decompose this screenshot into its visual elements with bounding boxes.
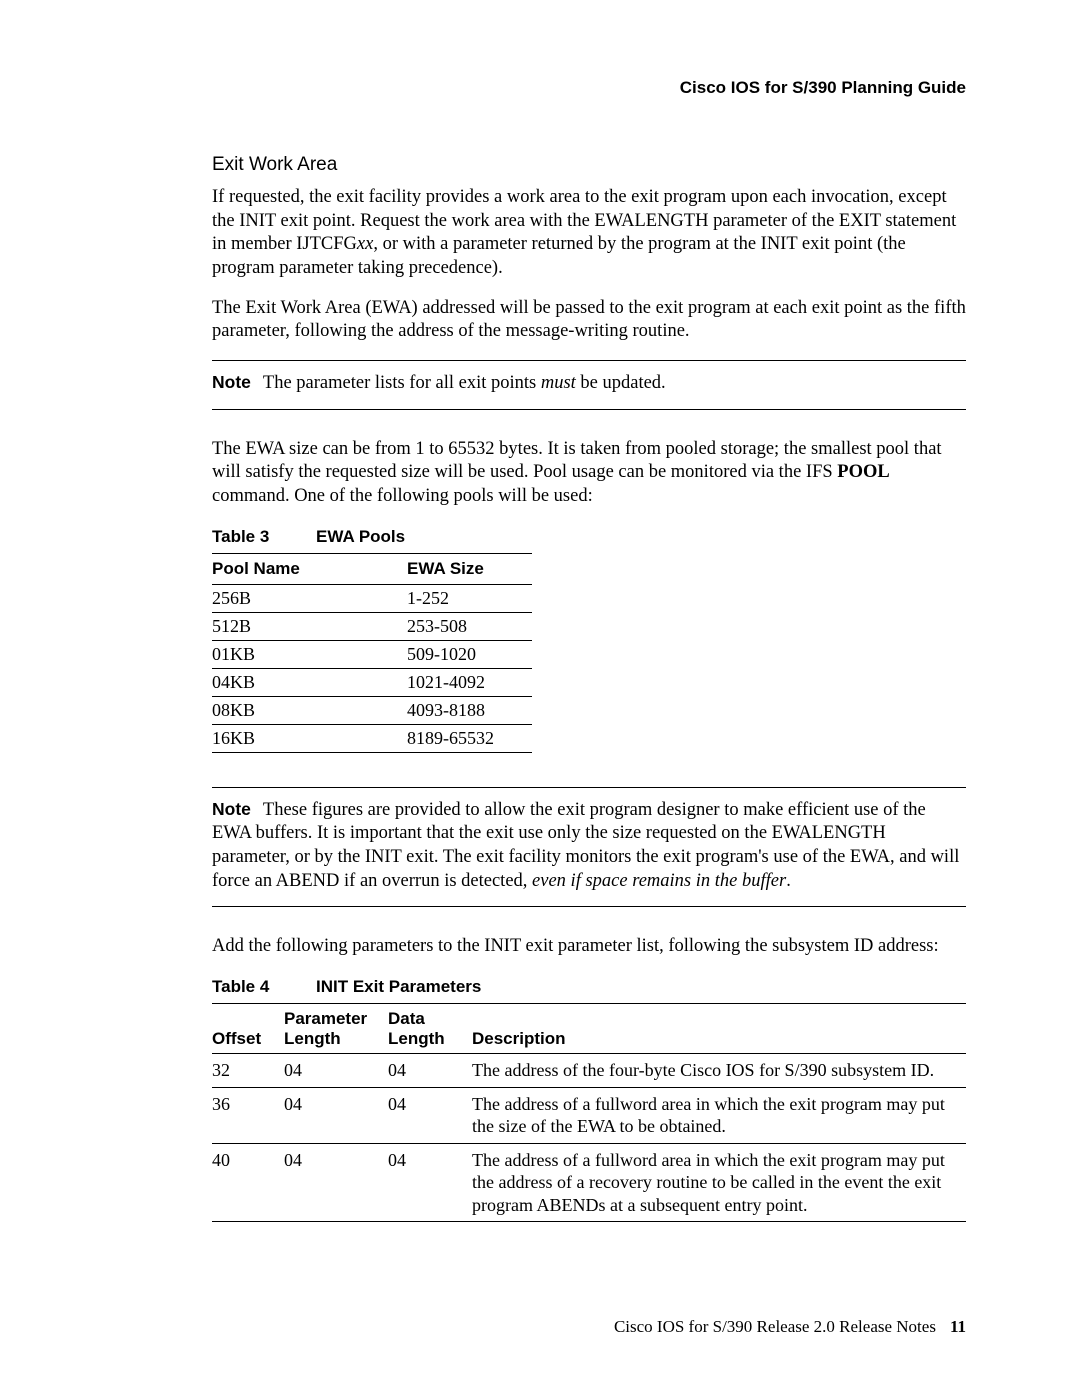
- page-footer: Cisco IOS for S/390 Release 2.0 Release …: [614, 1317, 966, 1337]
- table-row: 01KB509-1020: [212, 640, 532, 668]
- note-block-2: NoteThese figures are provided to allow …: [212, 787, 966, 908]
- cell: The address of a fullword area in which …: [472, 1143, 966, 1222]
- table-row: 04KB1021-4092: [212, 668, 532, 696]
- table-row: 40 04 04 The address of a fullword area …: [212, 1143, 966, 1222]
- cell: 04: [388, 1087, 472, 1143]
- text-run: Length: [388, 1029, 445, 1048]
- text-run: Data: [388, 1009, 425, 1028]
- cell: 08KB: [212, 696, 407, 724]
- col-header: DataLength: [388, 1004, 472, 1054]
- cell: 04: [284, 1054, 388, 1088]
- cell: 01KB: [212, 640, 407, 668]
- col-header: Offset: [212, 1004, 284, 1054]
- page-number: 11: [950, 1317, 966, 1336]
- text-italic: must: [541, 373, 576, 393]
- paragraph-3: The EWA size can be from 1 to 65532 byte…: [212, 438, 966, 509]
- cell: 8189-65532: [407, 724, 532, 752]
- text-run: command. One of the following pools will…: [212, 486, 593, 506]
- text-run: The parameter lists for all exit points: [263, 373, 541, 393]
- cell: 253-508: [407, 612, 532, 640]
- table-row: 256B1-252: [212, 584, 532, 612]
- table-row: 08KB4093-8188: [212, 696, 532, 724]
- cell: 36: [212, 1087, 284, 1143]
- cell: The address of the four-byte Cisco IOS f…: [472, 1054, 966, 1088]
- text-run: be updated.: [576, 373, 666, 393]
- cell: 04: [388, 1054, 472, 1088]
- table-row: 36 04 04 The address of a fullword area …: [212, 1087, 966, 1143]
- init-exit-params-table: Offset ParameterLength DataLength Descri…: [212, 1003, 966, 1222]
- text-bold: POOL: [837, 462, 889, 482]
- cell: 16KB: [212, 724, 407, 752]
- cell: 40: [212, 1143, 284, 1222]
- text-run: .: [786, 871, 791, 891]
- table-row: 512B253-508: [212, 612, 532, 640]
- table-header-row: Offset ParameterLength DataLength Descri…: [212, 1004, 966, 1054]
- note-block-1: Note The parameter lists for all exit poi…: [212, 360, 966, 410]
- paragraph-4: Add the following parameters to the INIT…: [212, 935, 966, 959]
- document-page: Cisco IOS for S/390 Planning Guide Exit …: [0, 0, 1080, 1397]
- table4-caption: Table 4INIT Exit Parameters: [212, 977, 966, 997]
- cell: 1021-4092: [407, 668, 532, 696]
- ewa-pools-table: Pool Name EWA Size 256B1-252 512B253-508…: [212, 553, 532, 753]
- section-heading: Exit Work Area: [212, 154, 966, 176]
- text-italic: xx: [357, 234, 373, 254]
- text-run: The EWA size can be from 1 to 65532 byte…: [212, 439, 942, 483]
- cell: 04: [284, 1143, 388, 1222]
- paragraph-2: The Exit Work Area (EWA) addressed will …: [212, 297, 966, 344]
- col-header: EWA Size: [407, 553, 532, 584]
- col-header: Pool Name: [212, 553, 407, 584]
- text-run: Length: [284, 1029, 341, 1048]
- footer-text: Cisco IOS for S/390 Release 2.0 Release …: [614, 1317, 936, 1336]
- cell: 1-252: [407, 584, 532, 612]
- table3-caption: Table 3EWA Pools: [212, 527, 966, 547]
- cell: 512B: [212, 612, 407, 640]
- table-title: INIT Exit Parameters: [316, 977, 481, 996]
- note-label: Note: [212, 372, 251, 392]
- cell: 4093-8188: [407, 696, 532, 724]
- cell: The address of a fullword area in which …: [472, 1087, 966, 1143]
- cell: 04: [284, 1087, 388, 1143]
- table-number: Table 3: [212, 527, 316, 547]
- col-header: ParameterLength: [284, 1004, 388, 1054]
- cell: 256B: [212, 584, 407, 612]
- table-row: 16KB8189-65532: [212, 724, 532, 752]
- cell: 509-1020: [407, 640, 532, 668]
- col-header: Description: [472, 1004, 966, 1054]
- table-number: Table 4: [212, 977, 316, 997]
- cell: 04: [388, 1143, 472, 1222]
- cell: 04KB: [212, 668, 407, 696]
- text-run: Parameter: [284, 1009, 367, 1028]
- paragraph-1: If requested, the exit facility provides…: [212, 186, 966, 281]
- note-label: Note: [212, 799, 251, 819]
- text-italic: even if space remains in the buffer: [532, 871, 786, 891]
- table-header-row: Pool Name EWA Size: [212, 553, 532, 584]
- table-title: EWA Pools: [316, 527, 405, 546]
- running-header: Cisco IOS for S/390 Planning Guide: [212, 78, 966, 98]
- cell: 32: [212, 1054, 284, 1088]
- table-row: 32 04 04 The address of the four-byte Ci…: [212, 1054, 966, 1088]
